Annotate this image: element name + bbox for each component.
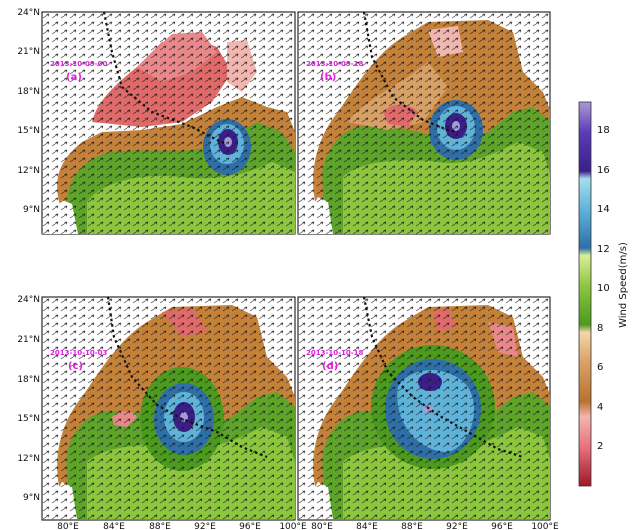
lat-tick: 18°N: [17, 87, 40, 97]
panel-label-a: (a): [66, 72, 82, 83]
lat-tick: 12°N: [17, 166, 40, 176]
timestamp-b: 2013-10-09-18: [306, 60, 364, 68]
lon-tick: 92°E: [194, 522, 216, 530]
colorbar-tick: 6: [597, 362, 603, 373]
panel-d: 2013-10-10-18 (d): [297, 296, 551, 521]
lon-tick: 92°E: [446, 522, 468, 530]
lon-axis-right: 80°E 84°E 88°E 92°E 96°E 100°E: [311, 522, 559, 530]
lat-axis-bottom: 24°N 21°N 18°N 15°N 12°N 9°N: [17, 295, 40, 503]
lat-tick: 9°N: [23, 205, 40, 215]
lon-tick: 80°E: [57, 522, 79, 530]
colorbar-ramp: [578, 101, 592, 487]
colorbar-tick: 8: [597, 323, 603, 334]
colorbar: 18 16 14 12 10 8 6 4 2 Wind Speed(m/s): [578, 101, 629, 487]
wind-field-b: [298, 12, 550, 234]
lat-tick: 15°N: [17, 414, 40, 424]
lon-tick: 80°E: [311, 522, 333, 530]
lon-tick: 100°E: [531, 522, 559, 530]
lat-tick: 24°N: [17, 8, 40, 18]
lat-tick: 21°N: [17, 335, 40, 345]
panel-b: 2013-10-09-18 (b): [297, 11, 551, 235]
lon-tick: 88°E: [401, 522, 423, 530]
lon-tick: 96°E: [239, 522, 261, 530]
colorbar-tick: 4: [597, 402, 603, 413]
lat-tick: 24°N: [17, 295, 40, 305]
lat-tick: 15°N: [17, 126, 40, 136]
lon-tick: 96°E: [491, 522, 513, 530]
lat-tick: 21°N: [17, 47, 40, 57]
wind-field-d: [298, 297, 550, 520]
colorbar-label: Wind Speed(m/s): [618, 242, 629, 328]
colorbar-tick: 14: [597, 204, 610, 215]
panel-label-c: (c): [68, 361, 83, 372]
colorbar-tick: 2: [597, 441, 603, 452]
lat-tick: 12°N: [17, 454, 40, 464]
colorbar-tick: 10: [597, 283, 610, 294]
lat-tick: 9°N: [23, 493, 40, 503]
lon-tick: 84°E: [356, 522, 378, 530]
timestamp-a: 2013-10-09-00: [50, 60, 108, 68]
lon-tick: 100°E: [279, 522, 307, 530]
colorbar-tick: 16: [597, 165, 610, 176]
lon-axis-left: 80°E 84°E 88°E 92°E 96°E 100°E: [57, 522, 307, 530]
lat-tick: 18°N: [17, 375, 40, 385]
panel-label-b: (b): [320, 72, 336, 83]
timestamp-d: 2013-10-10-18: [306, 349, 364, 357]
panel-c: 2013-10-10-03 (c): [41, 296, 296, 521]
colorbar-tick: 12: [597, 244, 610, 255]
lon-tick: 88°E: [149, 522, 171, 530]
lon-tick: 84°E: [103, 522, 125, 530]
lat-axis-top: 24°N 21°N 18°N 15°N 12°N 9°N: [17, 8, 40, 215]
panel-label-d: (d): [322, 361, 338, 372]
wind-field-a: [42, 12, 295, 234]
timestamp-c: 2013-10-10-03: [50, 349, 108, 357]
panel-a: 2013-10-09-00 (a): [41, 11, 296, 235]
colorbar-tick: 18: [597, 125, 610, 136]
wind-field-c: [42, 297, 295, 520]
